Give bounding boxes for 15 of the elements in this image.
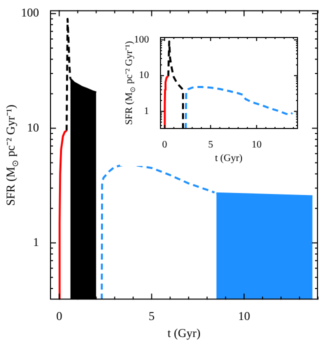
y-tick-label: 1 xyxy=(33,235,39,250)
x-tick-label: 10 xyxy=(238,308,250,323)
x-tick-label: 5 xyxy=(148,308,155,323)
y-tick-label: 1 xyxy=(144,106,149,117)
y-tick-label: 100 xyxy=(134,34,149,46)
x-axis-title: t (Gyr) xyxy=(168,326,200,341)
y-tick-label: 100 xyxy=(21,6,39,20)
x-tick-label: 0 xyxy=(56,308,62,323)
x-tick-label: 10 xyxy=(252,140,262,151)
x-axis-title: t (Gyr) xyxy=(215,153,242,164)
y-tick-label: 10 xyxy=(139,70,149,82)
x-tick-label: 0 xyxy=(162,140,168,151)
y-tick-label: 10 xyxy=(27,120,39,134)
line-series xyxy=(184,86,294,129)
x-tick-label: 5 xyxy=(208,140,214,151)
